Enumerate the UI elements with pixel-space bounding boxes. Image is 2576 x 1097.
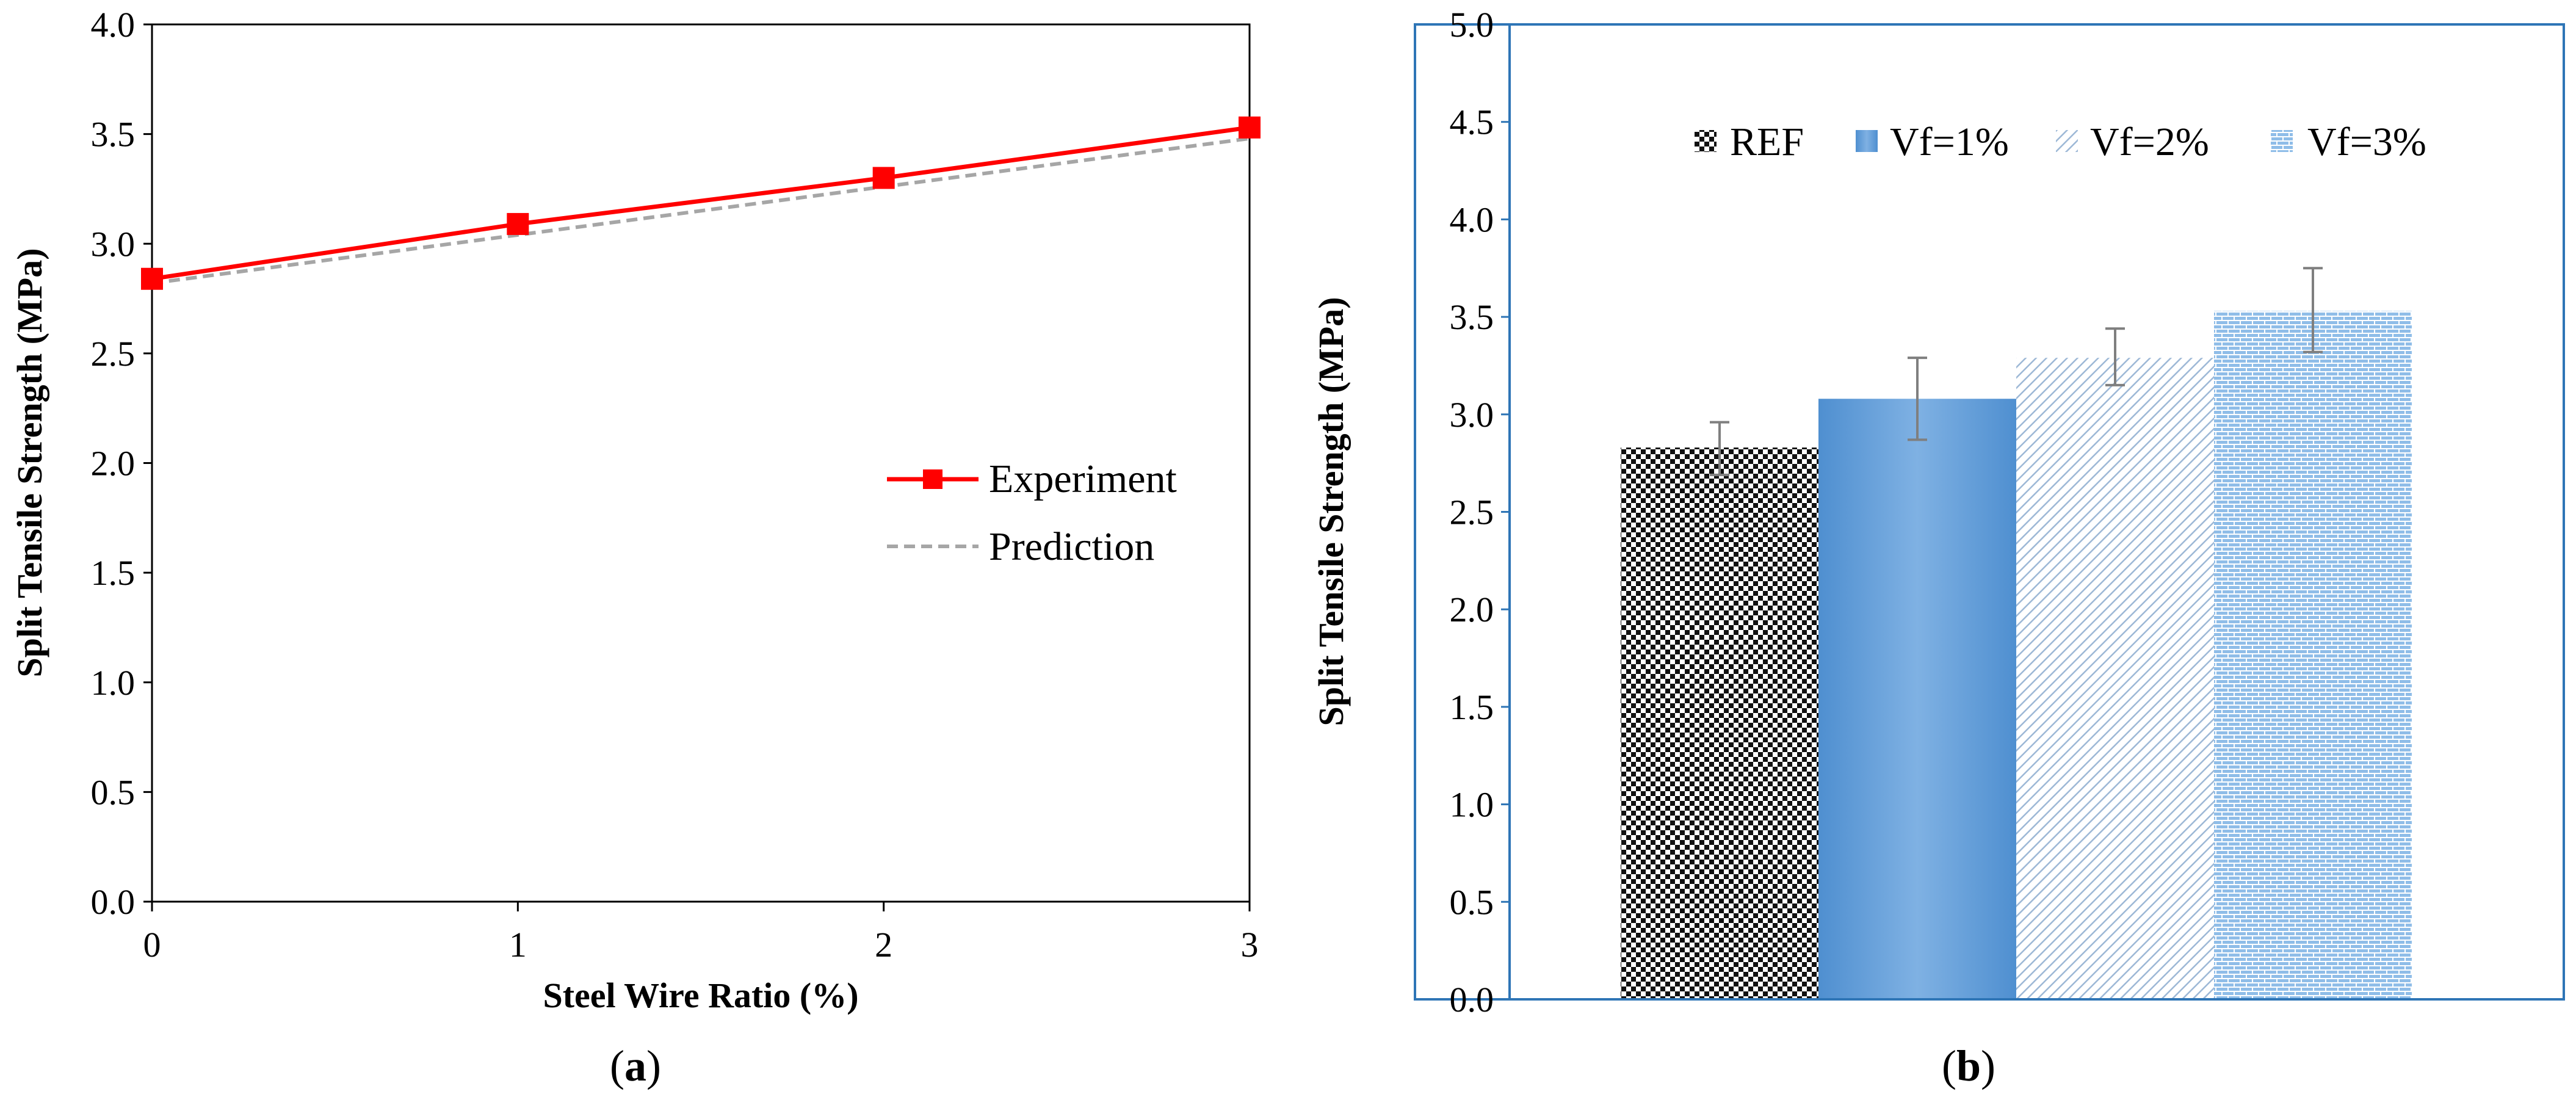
legend-swatch-vf2	[2056, 130, 2078, 152]
y-tick-label: 3.0	[1450, 395, 1494, 435]
y-axis: 0.0 0.5 1.0 1.5 2.0 2.5 3.0 3.5 4.0	[91, 5, 152, 922]
y-tick-label: 3.0	[91, 224, 136, 264]
y-axis-title: Split Tensile Strength (MPa)	[1311, 297, 1351, 726]
legend-label-ref: REF	[1730, 120, 1804, 164]
series-line-experiment	[151, 125, 1250, 281]
y-tick-label: 2.0	[1450, 590, 1494, 629]
series-layer	[141, 116, 1261, 290]
series-line-prediction	[151, 136, 1250, 285]
y-tick-label: 2.5	[1450, 493, 1494, 532]
legend-item-prediction: Prediction	[887, 524, 1154, 569]
y-tick-label: 2.0	[91, 444, 136, 483]
legend: REF Vf=1% Vf=2% Vf=3%	[1695, 120, 2426, 164]
legend-swatch-vf3	[2271, 130, 2293, 152]
error-bar-vf1	[1908, 357, 1927, 441]
x-tick-label: 1	[509, 925, 527, 965]
x-tick-label: 3	[1241, 925, 1259, 965]
y-tick-label: 3.5	[91, 115, 136, 154]
y-tick-label: 0.0	[1450, 980, 1494, 1019]
y-tick-label: 4.0	[91, 5, 136, 45]
legend-label-vf2: Vf=2%	[2090, 120, 2209, 164]
data-point-experiment	[1239, 116, 1261, 139]
error-bar-vf2	[2105, 327, 2125, 386]
legend-label-prediction: Prediction	[989, 524, 1154, 569]
legend-swatch-ref	[1695, 130, 1717, 152]
data-point-experiment	[141, 267, 163, 290]
y-tick-label: 4.0	[1450, 200, 1494, 239]
legend-item-experiment: Experiment	[887, 457, 1177, 501]
bar-layer	[1510, 267, 2564, 1001]
panel-label-b: (b)	[1942, 1041, 1995, 1090]
panel-label-a: (a)	[610, 1041, 661, 1090]
error-bar-vf3	[2303, 267, 2323, 353]
bar-chart: 0.0 0.5 1.0 1.5 2.0 2.5 3.0 3.5 4.0 4.5 5.0 Split …	[1311, 5, 2565, 1090]
legend-swatch-vf1	[1856, 130, 1878, 152]
legend-label-vf1: Vf=1%	[1890, 120, 2009, 164]
y-tick-label: 1.5	[91, 553, 136, 593]
legend-label-vf3: Vf=3%	[2307, 120, 2426, 164]
y-tick-label: 2.5	[91, 334, 136, 374]
x-axis: 0 1 2 3	[143, 902, 1259, 965]
x-tick-label: 0	[143, 925, 161, 965]
legend: Experiment Prediction	[887, 457, 1177, 569]
legend-marker-experiment	[923, 469, 942, 489]
bar-vf2	[2016, 358, 2214, 999]
data-point-experiment	[872, 167, 895, 189]
bar-ref	[1621, 447, 1818, 999]
bar-vf1	[1818, 399, 2016, 999]
y-tick-label: 5.0	[1450, 5, 1494, 45]
y-tick-label: 1.5	[1450, 687, 1494, 727]
y-tick-label: 0.5	[91, 772, 136, 812]
y-tick-label: 1.0	[1450, 785, 1494, 825]
y-tick-label: 1.0	[91, 663, 136, 703]
y-axis: 0.0 0.5 1.0 1.5 2.0 2.5 3.0 3.5 4.0 4.5 5.0	[1450, 5, 1510, 1019]
y-tick-label: 4.5	[1450, 103, 1494, 142]
x-tick-label: 2	[875, 925, 892, 965]
x-axis-title: Steel Wire Ratio (%)	[543, 976, 858, 1015]
data-point-experiment	[507, 212, 529, 235]
bar-vf3	[2214, 311, 2412, 999]
y-tick-label: 0.5	[1450, 882, 1494, 922]
y-tick-label: 0.0	[91, 882, 136, 922]
y-axis-title: Split Tensile Strength (MPa)	[10, 248, 49, 677]
error-bar-ref	[1710, 421, 1729, 476]
legend-label-experiment: Experiment	[989, 457, 1177, 501]
y-tick-label: 3.5	[1450, 297, 1494, 337]
line-chart: 0.0 0.5 1.0 1.5 2.0 2.5 3.0 3.5 4.0 0 1 2 3 Split T…	[10, 5, 1261, 1090]
